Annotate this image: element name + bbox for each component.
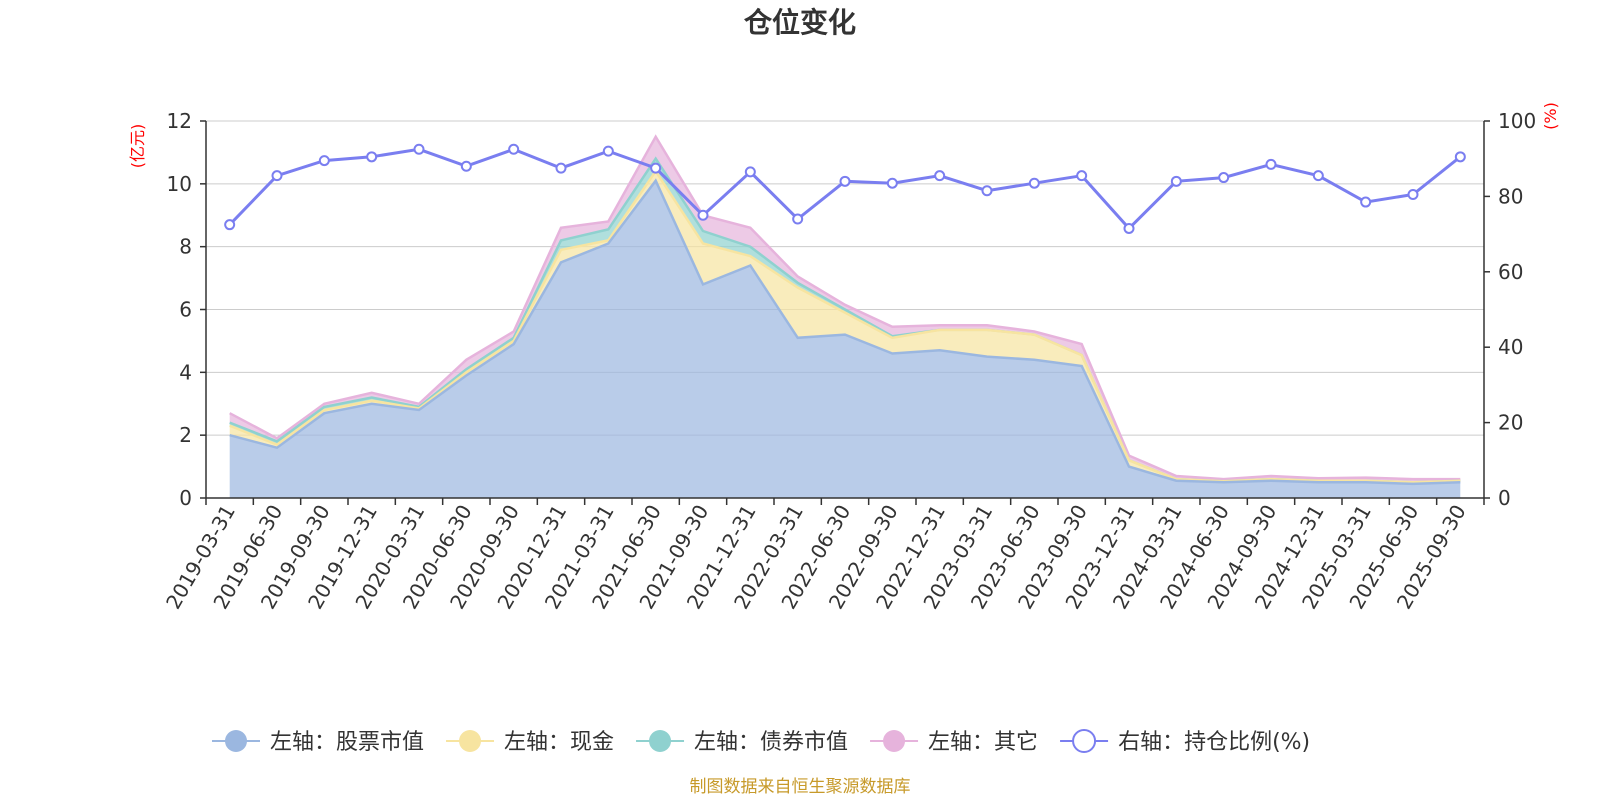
left-axis-tick-label: 0 [179,486,192,510]
right-axis-tick-label: 0 [1498,486,1511,510]
ratio-point[interactable] [1407,189,1419,201]
legend-item[interactable]: 右轴：持仓比例(%) [1060,729,1310,755]
ratio-line-path [228,147,1462,231]
ratio-point[interactable] [318,155,330,167]
area-series [229,180,1461,498]
ratio-point[interactable] [1170,175,1182,187]
left-axis-unit: (亿元) [128,124,147,169]
legend-label: 左轴：股票市值 [270,730,424,755]
data-source-note: 制图数据来自恒生聚源数据库 [690,777,911,797]
ratio-point[interactable] [1076,170,1088,182]
ratio-point[interactable] [839,175,851,187]
left-axis-tick-label: 6 [179,298,192,322]
legend-item[interactable]: 左轴：债券市值 [636,730,848,755]
right-axis-tick-label: 20 [1498,411,1523,435]
legend-label: 左轴：其它 [928,730,1038,755]
right-axis-tick-label: 60 [1498,260,1523,284]
ratio-point[interactable] [271,170,283,182]
legend-circle-marker [883,730,906,752]
right-axis-tick-label: 40 [1498,335,1523,359]
left-axis-tick-label: 12 [167,109,192,133]
legend[interactable]: 左轴：股票市值 左轴：现金 左轴：债券市值 左轴：其它 右轴：持仓比例(%) [212,729,1310,755]
legend-circle-marker [649,730,672,752]
stacked-areas [229,134,1461,498]
ratio-point[interactable] [1028,177,1040,189]
legend-circle-marker [459,730,482,752]
right-axis-tick-label: 100 [1498,109,1536,133]
left-axis-tick-label: 8 [179,235,192,259]
ratio-point[interactable] [934,170,946,182]
chart-title: 仓位变化 [744,6,856,39]
legend-item[interactable]: 左轴：股票市值 [212,730,424,755]
area-series-edge [229,169,1461,484]
area-series-edge [229,134,1461,481]
ratio-point[interactable] [224,219,236,231]
ratio-point[interactable] [555,162,567,174]
left-axis-tick-label: 10 [167,172,192,196]
legend-circle-marker [225,730,247,752]
ratio-point[interactable] [366,151,378,163]
ratio-point[interactable] [650,162,662,174]
ratio-point[interactable] [602,145,614,157]
ratio-point[interactable] [1123,222,1135,234]
ratio-point[interactable] [981,185,993,197]
legend-item[interactable]: 左轴：现金 [446,730,614,755]
position-ratio-line [224,143,1466,234]
ratio-point[interactable] [792,213,804,225]
ratio-point[interactable] [508,143,520,155]
legend-label: 左轴：债券市值 [694,730,848,755]
legend-label: 右轴：持仓比例(%) [1118,730,1310,755]
ratio-point[interactable] [1265,158,1277,170]
legend-circle-marker [1072,729,1097,753]
right-axis-tick-label: 80 [1498,184,1523,208]
ratio-point[interactable] [1454,151,1466,163]
ratio-point[interactable] [1360,196,1372,208]
ratio-point[interactable] [697,209,709,221]
ratio-point[interactable] [460,160,472,172]
ratio-point[interactable] [886,177,898,189]
ratio-point[interactable] [1312,170,1324,182]
area-series-edge [229,178,1461,486]
left-axis-tick-label: 2 [179,423,192,447]
right-axis-unit: (%) [1541,102,1560,130]
ratio-point[interactable] [744,166,756,178]
left-axis-tick-label: 4 [179,360,192,384]
ratio-point[interactable] [413,143,425,155]
legend-label: 左轴：现金 [504,730,614,755]
ratio-point[interactable] [1218,172,1230,184]
legend-item[interactable]: 左轴：其它 [870,730,1038,755]
area-series [229,171,1461,484]
